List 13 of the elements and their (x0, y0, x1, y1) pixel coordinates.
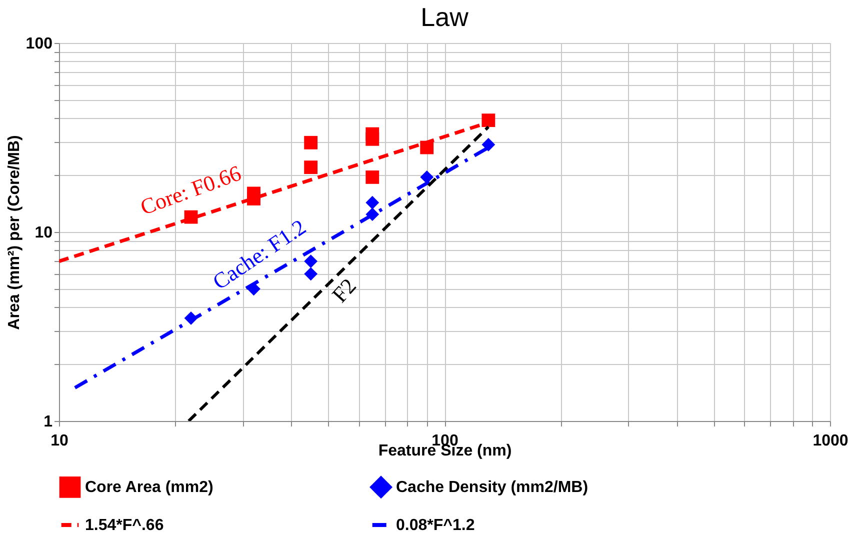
y-tick-label: 100 (26, 36, 53, 52)
legend-label: 0.08*F^1.2 (396, 517, 475, 534)
legend-label: Cache Density (mm2/MB) (396, 479, 588, 496)
chart-title: Law (420, 2, 469, 32)
legend-label: Core Area (mm2) (85, 479, 214, 496)
annotation: Core: F0.66 (137, 160, 244, 220)
legend-label: 1.54*F^.66 (85, 517, 164, 534)
annotation: F2 (326, 273, 361, 308)
y-axis-title: Area (mm²) per (Core/MB) (6, 135, 23, 330)
y-tick-label: 10 (34, 224, 53, 242)
x-tick-label: 1000 (812, 432, 848, 450)
x-tick-label: 10 (50, 432, 68, 450)
y-tick-label: 1 (44, 414, 53, 430)
